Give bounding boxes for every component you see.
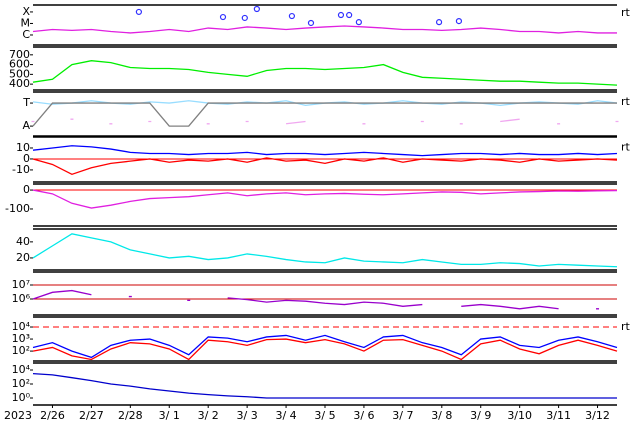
y-tick-label: 0 (23, 152, 30, 165)
event-marker (337, 11, 345, 19)
x-tick-label: 3/ 7 (392, 409, 413, 422)
y-tick-label: 0 (23, 183, 30, 196)
x-tick-label: 3/12 (585, 409, 610, 422)
y-tick-label: 700 (9, 48, 30, 61)
x-tick-label: 2/27 (79, 409, 104, 422)
y-tick-label: T (22, 96, 30, 109)
x-tick-label: 2/26 (40, 409, 65, 422)
event-marker (455, 18, 463, 25)
x-tick-label: 3/10 (507, 409, 532, 422)
series-line (32, 373, 617, 399)
series-line (32, 233, 618, 268)
x-tick-label: 3/ 8 (431, 409, 452, 422)
y-tick-label: 10⁷ (12, 278, 30, 291)
y-tick-label: A (22, 119, 30, 132)
y-tick-label: 10⁴ (12, 320, 31, 333)
y-tick-label: C (22, 28, 30, 41)
series-line (32, 189, 618, 209)
y-tick-label: M (21, 16, 31, 29)
x-tick-label: 3/ 6 (353, 409, 374, 422)
y-tick-label: 600 (9, 58, 30, 71)
event-marker (135, 8, 142, 16)
x-tick-label: 3/ 4 (275, 409, 296, 422)
event-marker (253, 5, 260, 13)
event-marker (288, 12, 296, 20)
event-marker (355, 19, 362, 26)
series-line (32, 25, 617, 34)
y-tick-label: 10⁶ (12, 292, 31, 305)
series-line (32, 102, 617, 127)
x-tick-label: 3/ 9 (470, 409, 491, 422)
event-marker (307, 19, 315, 27)
y-tick-label: 10⁴ (12, 363, 31, 376)
series-line (31, 118, 619, 125)
y-tick-label: X (22, 5, 30, 18)
event-marker (346, 11, 353, 19)
side-label: rt (621, 320, 631, 333)
y-tick-label: 40 (16, 235, 30, 248)
series-line (32, 157, 618, 176)
x-tick-label: 3/ 2 (198, 409, 219, 422)
y-tick-label: 400 (9, 77, 30, 90)
y-tick-label: 10³ (12, 332, 30, 345)
event-marker (241, 14, 248, 22)
y-tick-label: 20 (16, 251, 30, 264)
event-marker (435, 19, 443, 26)
series-line (32, 145, 618, 157)
x-tick-label: 3/11 (546, 409, 571, 422)
y-tick-label: 10² (12, 377, 30, 390)
side-label: rt (621, 141, 631, 154)
y-tick-label: -10 (12, 163, 30, 176)
x-tick-label: 3/ 1 (159, 409, 180, 422)
year-label: 2023 (4, 409, 32, 422)
y-tick-label: 10² (12, 344, 30, 357)
y-tick-label: 10⁰ (12, 391, 31, 404)
series-line (32, 289, 600, 310)
side-label: rt (621, 6, 631, 19)
series-line (32, 338, 618, 361)
x-tick-label: 2/28 (118, 409, 143, 422)
series-line (32, 60, 618, 86)
x-tick-label: 3/ 5 (314, 409, 335, 422)
series-line (32, 334, 618, 359)
y-tick-label: 500 (9, 67, 30, 80)
side-label: rt (621, 95, 631, 108)
x-tick-label: 3/ 3 (237, 409, 258, 422)
event-marker (219, 13, 227, 21)
y-tick-label: 10 (16, 141, 30, 154)
y-tick-label: -100 (5, 202, 30, 215)
